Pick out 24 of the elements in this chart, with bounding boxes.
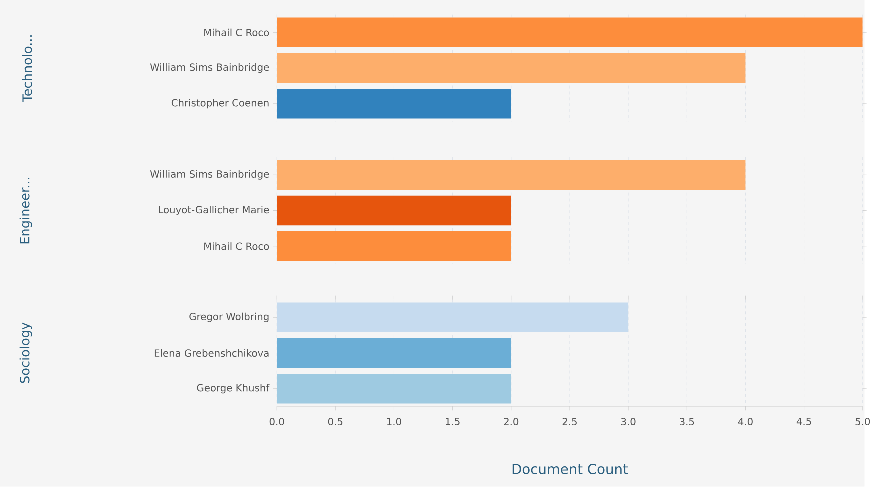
y-axis-title: Technolo... bbox=[22, 36, 32, 102]
x-tick-label: 2.0 bbox=[504, 418, 519, 426]
y-axis-title: Engineer... bbox=[20, 178, 32, 244]
y-tick-label: Gregor Wolbring bbox=[190, 312, 269, 322]
x-tick-label: 5.0 bbox=[856, 418, 870, 426]
x-tick-label: 2.5 bbox=[562, 418, 577, 426]
y-tick-label: William Sims Bainbridge bbox=[150, 170, 270, 180]
x-tick-label: 3.5 bbox=[680, 418, 694, 426]
y-tick-label: Mihail C Roco bbox=[204, 242, 270, 250]
y-axis-title: Sociology bbox=[20, 322, 32, 384]
y-tick-label: William Sims Bainbridge bbox=[150, 64, 270, 74]
x-tick-label: 4.0 bbox=[738, 418, 753, 426]
y-tick-label: Christopher Coenen bbox=[172, 99, 269, 109]
y-tick-label: Louyot-Gallicher Marie bbox=[159, 206, 270, 216]
x-tick-label: 3.0 bbox=[621, 418, 636, 426]
y-tick-label: George Khushf bbox=[197, 384, 270, 394]
y-tick-label: Mihail C Roco bbox=[204, 28, 270, 37]
y-tick-label: Elena Grebenshchikova bbox=[154, 350, 269, 358]
x-axis-title: Document Count bbox=[512, 464, 628, 475]
x-tick-label: 1.0 bbox=[387, 418, 402, 426]
x-tick-label: 1.5 bbox=[446, 418, 460, 426]
x-tick-label: 0.5 bbox=[328, 418, 343, 426]
x-tick-label: 0.0 bbox=[270, 418, 284, 426]
x-tick-label: 4.5 bbox=[796, 418, 812, 426]
